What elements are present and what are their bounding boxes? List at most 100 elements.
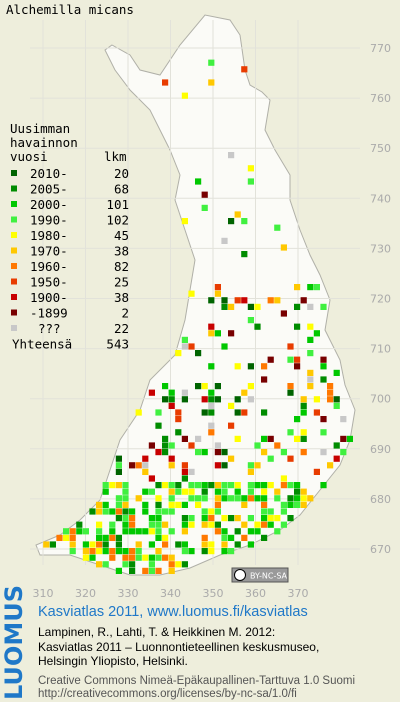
record-cell bbox=[294, 482, 301, 489]
record-cell bbox=[148, 488, 155, 495]
record-cell bbox=[208, 429, 215, 436]
record-cell bbox=[247, 165, 254, 172]
record-cell bbox=[221, 495, 228, 502]
record-cell bbox=[188, 488, 195, 495]
record-cell bbox=[181, 501, 188, 508]
record-cell bbox=[234, 515, 241, 522]
record-cell bbox=[82, 554, 89, 561]
record-cell bbox=[254, 495, 261, 502]
record-cell bbox=[168, 488, 175, 495]
record-cell bbox=[148, 475, 155, 482]
record-cell bbox=[261, 515, 268, 522]
record-cell bbox=[96, 541, 103, 548]
record-cell bbox=[181, 561, 188, 568]
record-cell bbox=[115, 541, 122, 548]
citation-line: Kasviatlas 2011 – Luonnontieteellinen ke… bbox=[38, 640, 319, 654]
record-cell bbox=[208, 521, 215, 528]
legend-label: 1990- bbox=[30, 213, 68, 228]
record-cell bbox=[129, 561, 136, 568]
record-cell bbox=[188, 521, 195, 528]
atlas-link[interactable]: Kasviatlas 2011, www.luomus.fi/kasviatla… bbox=[38, 604, 308, 620]
legend-swatch bbox=[11, 325, 17, 331]
legend-count: 101 bbox=[106, 197, 129, 212]
record-cell bbox=[175, 541, 182, 548]
record-cell bbox=[228, 402, 235, 409]
x-label: 370 bbox=[288, 587, 309, 600]
record-cell bbox=[142, 462, 149, 469]
record-cell bbox=[69, 528, 76, 535]
legend-label: 1900- bbox=[30, 290, 68, 305]
record-cell bbox=[109, 482, 116, 489]
record-cell bbox=[214, 508, 221, 515]
record-cell bbox=[313, 330, 320, 337]
record-cell bbox=[320, 303, 327, 310]
record-cell bbox=[221, 548, 228, 555]
record-cell bbox=[221, 482, 228, 489]
legend-label: 2005- bbox=[30, 182, 68, 197]
record-cell bbox=[148, 561, 155, 568]
y-label: 770 bbox=[370, 42, 391, 55]
record-cell bbox=[241, 218, 248, 225]
record-cell bbox=[96, 534, 103, 541]
record-cell bbox=[201, 396, 208, 403]
record-cell bbox=[280, 244, 287, 251]
y-label: 750 bbox=[370, 142, 391, 155]
record-cell bbox=[142, 455, 149, 462]
y-label: 740 bbox=[370, 192, 391, 205]
legend-count: 38 bbox=[114, 244, 129, 259]
record-cell bbox=[188, 442, 195, 449]
record-cell bbox=[195, 495, 202, 502]
record-cell bbox=[201, 541, 208, 548]
record-cell bbox=[254, 442, 261, 449]
record-cell bbox=[162, 521, 169, 528]
legend-swatch bbox=[11, 247, 17, 254]
record-cell bbox=[89, 541, 96, 548]
record-cell bbox=[96, 548, 103, 555]
record-cell bbox=[287, 455, 294, 462]
record-cell bbox=[155, 422, 162, 429]
record-cell bbox=[115, 508, 122, 515]
record-cell bbox=[300, 429, 307, 436]
record-cell bbox=[142, 468, 149, 475]
record-cell bbox=[201, 534, 208, 541]
record-cell bbox=[175, 488, 182, 495]
record-cell bbox=[102, 534, 109, 541]
record-cell bbox=[115, 534, 122, 541]
record-cell bbox=[181, 435, 188, 442]
record-cell bbox=[261, 488, 268, 495]
record-cell bbox=[267, 515, 274, 522]
record-cell bbox=[129, 521, 136, 528]
record-cell bbox=[155, 508, 162, 515]
record-cell bbox=[327, 462, 334, 469]
record-cell bbox=[214, 330, 221, 337]
record-cell bbox=[247, 528, 254, 535]
record-cell bbox=[102, 501, 109, 508]
record-cell bbox=[214, 495, 221, 502]
legend-total: 543 bbox=[106, 337, 129, 352]
record-cell bbox=[307, 323, 314, 330]
record-cell bbox=[214, 284, 221, 291]
record-cell bbox=[221, 237, 228, 244]
record-cell bbox=[214, 462, 221, 469]
record-cell bbox=[155, 548, 162, 555]
record-cell bbox=[320, 356, 327, 363]
record-cell bbox=[115, 462, 122, 469]
record-cell bbox=[300, 409, 307, 416]
record-cell bbox=[294, 363, 301, 370]
record-cell bbox=[307, 495, 314, 502]
record-cell bbox=[181, 343, 188, 350]
y-label: 670 bbox=[370, 543, 391, 556]
record-cell bbox=[234, 528, 241, 535]
record-cell bbox=[208, 422, 215, 429]
record-cell bbox=[214, 488, 221, 495]
record-cell bbox=[201, 482, 208, 489]
license-url[interactable]: http://creativecommons.org/licenses/by-n… bbox=[38, 688, 297, 700]
record-cell bbox=[287, 383, 294, 390]
record-cell bbox=[168, 528, 175, 535]
record-cell bbox=[89, 554, 96, 561]
record-cell bbox=[155, 449, 162, 456]
record-cell bbox=[307, 369, 314, 376]
record-cell bbox=[307, 303, 314, 310]
record-cell bbox=[208, 482, 215, 489]
record-cell bbox=[168, 561, 175, 568]
